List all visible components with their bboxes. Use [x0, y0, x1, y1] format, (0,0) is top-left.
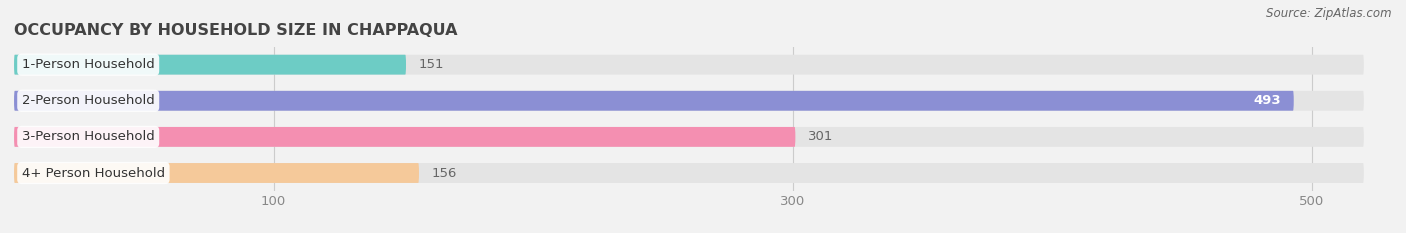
FancyBboxPatch shape	[14, 55, 1364, 75]
Text: 493: 493	[1253, 94, 1281, 107]
FancyBboxPatch shape	[14, 127, 796, 147]
FancyBboxPatch shape	[14, 91, 1294, 111]
FancyBboxPatch shape	[14, 163, 419, 183]
Text: 1-Person Household: 1-Person Household	[22, 58, 155, 71]
Text: 3-Person Household: 3-Person Household	[22, 130, 155, 143]
FancyBboxPatch shape	[14, 91, 1364, 111]
Text: 2-Person Household: 2-Person Household	[22, 94, 155, 107]
Text: 156: 156	[432, 167, 457, 179]
Text: Source: ZipAtlas.com: Source: ZipAtlas.com	[1267, 7, 1392, 20]
FancyBboxPatch shape	[14, 55, 406, 75]
Text: 151: 151	[419, 58, 444, 71]
Text: 301: 301	[808, 130, 834, 143]
FancyBboxPatch shape	[14, 127, 1364, 147]
Text: OCCUPANCY BY HOUSEHOLD SIZE IN CHAPPAQUA: OCCUPANCY BY HOUSEHOLD SIZE IN CHAPPAQUA	[14, 24, 457, 38]
FancyBboxPatch shape	[14, 163, 1364, 183]
Text: 4+ Person Household: 4+ Person Household	[22, 167, 165, 179]
